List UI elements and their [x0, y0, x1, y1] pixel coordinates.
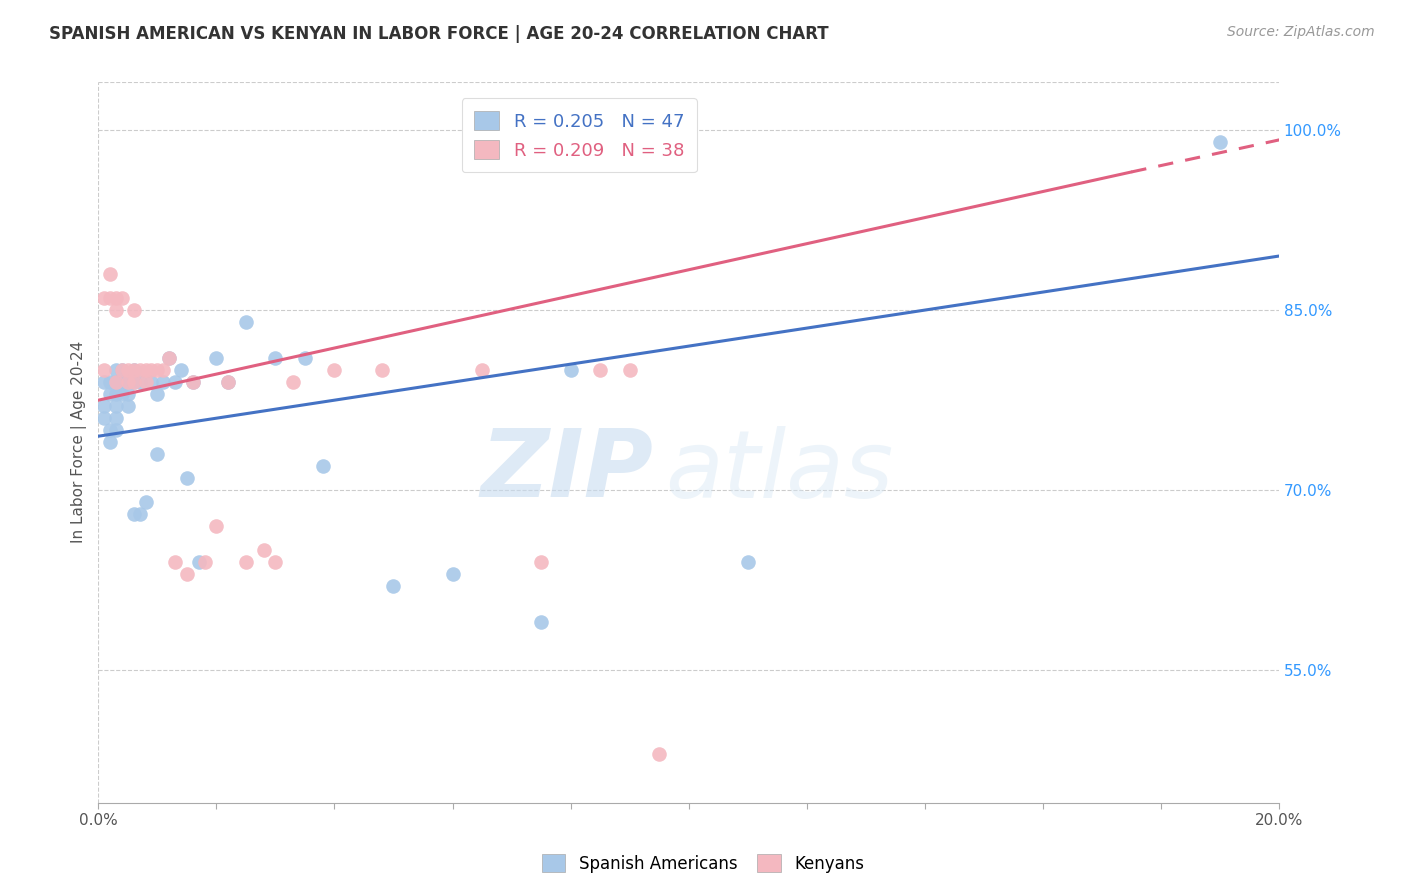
Point — [157, 351, 180, 366]
Point — [370, 363, 392, 377]
Point — [619, 363, 641, 377]
Point — [253, 543, 276, 558]
Point — [530, 555, 553, 569]
Text: Source: ZipAtlas.com: Source: ZipAtlas.com — [1227, 25, 1375, 39]
Point — [98, 387, 121, 401]
Point — [135, 495, 157, 509]
Point — [146, 387, 169, 401]
Point — [235, 555, 257, 569]
Point — [146, 447, 169, 461]
Point — [117, 375, 139, 389]
Point — [105, 387, 128, 401]
Point — [105, 399, 128, 413]
Point — [264, 351, 287, 366]
Point — [111, 291, 134, 305]
Point — [170, 363, 193, 377]
Point — [205, 351, 228, 366]
Point — [93, 399, 115, 413]
Point — [122, 303, 145, 318]
Point — [128, 363, 150, 377]
Point — [93, 375, 115, 389]
Point — [128, 375, 150, 389]
Point — [441, 567, 464, 582]
Point — [111, 387, 134, 401]
Point — [157, 351, 180, 366]
Text: ZIP: ZIP — [481, 425, 654, 517]
Point — [122, 375, 145, 389]
Point — [311, 459, 333, 474]
Point — [589, 363, 612, 377]
Point — [135, 363, 157, 377]
Point — [105, 411, 128, 425]
Point — [105, 291, 128, 305]
Point — [471, 363, 494, 377]
Point — [105, 375, 128, 389]
Point — [93, 291, 115, 305]
Text: atlas: atlas — [665, 425, 893, 516]
Point — [105, 363, 128, 377]
Point — [98, 291, 121, 305]
Point — [117, 375, 139, 389]
Point — [105, 423, 128, 437]
Point — [111, 363, 134, 377]
Point — [122, 508, 145, 522]
Point — [165, 375, 187, 389]
Point — [117, 387, 139, 401]
Point — [93, 411, 115, 425]
Point — [205, 519, 228, 533]
Point — [560, 363, 582, 377]
Point — [117, 399, 139, 413]
Point — [737, 555, 759, 569]
Point — [146, 363, 169, 377]
Point — [281, 375, 304, 389]
Point — [194, 555, 217, 569]
Point — [323, 363, 346, 377]
Point — [105, 303, 128, 318]
Point — [1209, 135, 1232, 149]
Legend: R = 0.205   N = 47, R = 0.209   N = 38: R = 0.205 N = 47, R = 0.209 N = 38 — [461, 98, 697, 172]
Point — [181, 375, 204, 389]
Text: SPANISH AMERICAN VS KENYAN IN LABOR FORCE | AGE 20-24 CORRELATION CHART: SPANISH AMERICAN VS KENYAN IN LABOR FORC… — [49, 25, 828, 43]
Point — [98, 423, 121, 437]
Point — [181, 375, 204, 389]
Point — [235, 315, 257, 329]
Point — [93, 363, 115, 377]
Point — [217, 375, 239, 389]
Point — [128, 508, 150, 522]
Point — [141, 363, 163, 377]
Point — [111, 375, 134, 389]
Point — [187, 555, 209, 569]
Point — [141, 375, 163, 389]
Point — [122, 363, 145, 377]
Point — [111, 363, 134, 377]
Point — [98, 375, 121, 389]
Point — [217, 375, 239, 389]
Point — [165, 555, 187, 569]
Point — [176, 471, 198, 485]
Point — [152, 363, 174, 377]
Point — [294, 351, 316, 366]
Legend: Spanish Americans, Kenyans: Spanish Americans, Kenyans — [536, 847, 870, 880]
Y-axis label: In Labor Force | Age 20-24: In Labor Force | Age 20-24 — [72, 341, 87, 543]
Point — [382, 579, 405, 593]
Point — [122, 375, 145, 389]
Point — [122, 363, 145, 377]
Point — [98, 435, 121, 450]
Point — [264, 555, 287, 569]
Point — [135, 375, 157, 389]
Point — [648, 747, 671, 762]
Point — [117, 363, 139, 377]
Point — [152, 375, 174, 389]
Point — [176, 567, 198, 582]
Point — [105, 375, 128, 389]
Point — [98, 267, 121, 281]
Point — [530, 615, 553, 630]
